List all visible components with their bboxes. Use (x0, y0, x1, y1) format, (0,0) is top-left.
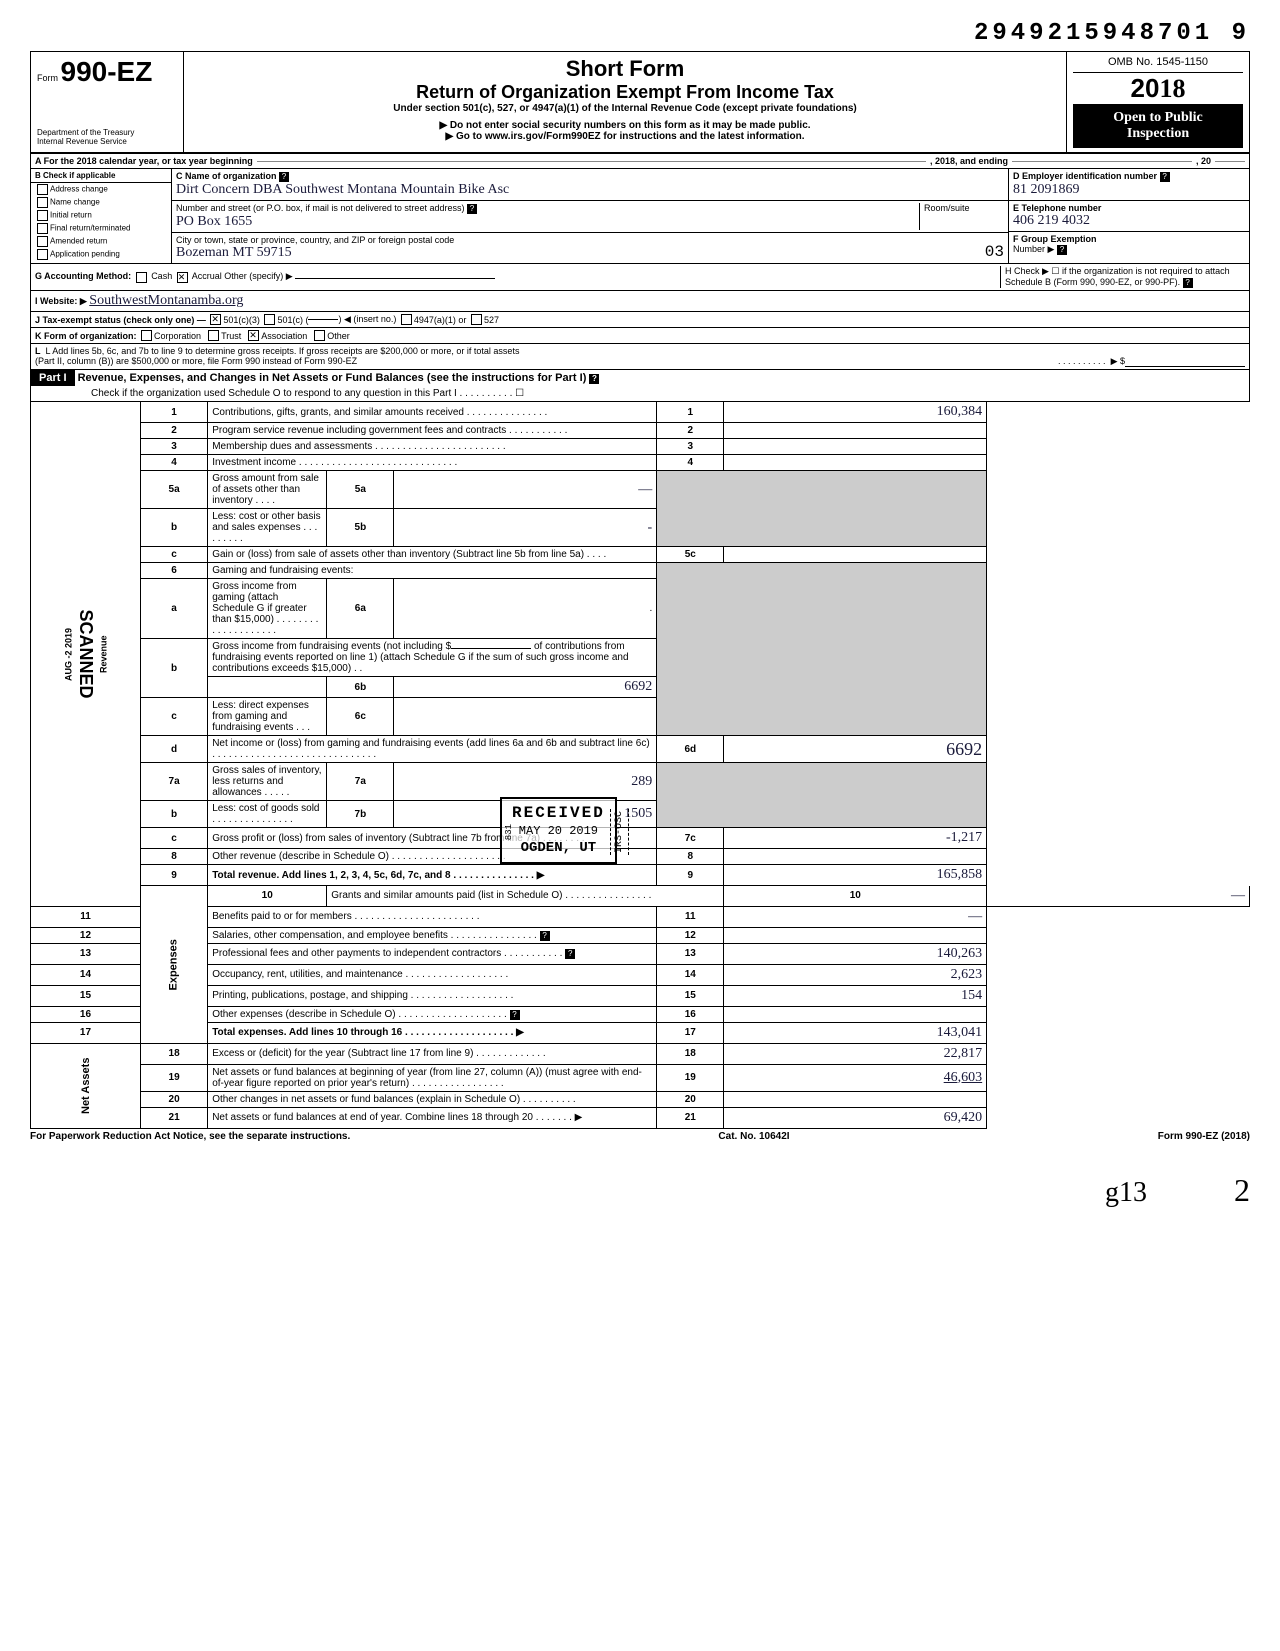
cb-4947[interactable] (401, 314, 412, 325)
line-7a-value: 289 (631, 774, 652, 790)
open-to-public-badge: Open to PublicInspection (1073, 104, 1243, 148)
line-11-value: — (968, 909, 982, 925)
help-icon[interactable]: ? (467, 204, 477, 214)
line-21-value: 69,420 (944, 1110, 983, 1126)
help-icon[interactable]: ? (565, 949, 575, 959)
dept-irs: Internal Revenue Service (37, 137, 127, 146)
line-19-value: 46,603 (944, 1070, 983, 1086)
street-label: Number and street (or P.O. box, if mail … (176, 203, 464, 213)
col-c-name-label: C Name of organization (176, 171, 277, 181)
line-6a-value: . (649, 603, 652, 614)
help-icon[interactable]: ? (279, 172, 289, 182)
city-label: City or town, state or province, country… (176, 235, 454, 245)
cb-association[interactable] (248, 330, 259, 341)
irs-osc-stamp: IRS-OSC (610, 809, 629, 855)
line-13-value: 140,263 (937, 946, 983, 962)
cb-527[interactable] (471, 314, 482, 325)
help-icon[interactable]: ? (510, 1010, 520, 1020)
revenue-side-label: Revenue (98, 405, 108, 905)
help-icon[interactable]: ? (1160, 172, 1170, 182)
cb-name-change[interactable]: Name change (31, 196, 171, 209)
under-section: Under section 501(c), 527, or 4947(a)(1)… (190, 103, 1060, 114)
line-1-value: 160,384 (937, 404, 983, 420)
line-5b-value: - (648, 520, 653, 536)
street-value: PO Box 1655 (176, 214, 252, 230)
help-icon[interactable]: ? (1057, 245, 1067, 255)
room-label: Room/suite (924, 203, 970, 213)
line-7c-value: -1,217 (946, 830, 982, 846)
received-stamp: RECEIVED 831MAY 20 2019 OGDEN, UT IRS-OS… (500, 797, 617, 864)
group-exemption-number-label: Number ▶ (1013, 244, 1054, 254)
footer: For Paperwork Reduction Act Notice, see … (30, 1129, 1250, 1142)
line-9-value: 165,858 (937, 867, 983, 883)
line-j: J Tax-exempt status (check only one) — 5… (30, 312, 1250, 328)
help-icon[interactable]: ? (589, 374, 599, 384)
line-6d-value: 6692 (946, 739, 982, 760)
line-k: K Form of organization: Corporation Trus… (30, 328, 1250, 344)
line-h: H Check ▶ ☐ if the organization is not r… (1005, 266, 1230, 287)
net-assets-side-label: Net Assets (31, 1043, 141, 1128)
cb-amended-return[interactable]: Amended return (31, 235, 171, 248)
org-name-value: Dirt Concern DBA Southwest Montana Mount… (176, 182, 509, 198)
line-5a-value: — (638, 482, 652, 498)
col-b-header: B Check if applicable (31, 169, 171, 183)
line-10-value: — (1231, 888, 1245, 904)
line-g-h: G Accounting Method: Cash Accrual Other … (30, 264, 1250, 291)
website-value: SouthwestMontanamba.org (89, 293, 1005, 309)
help-icon[interactable]: ? (540, 931, 550, 941)
lines-table: AUG -2 2019 SCANNED Revenue 1Contributio… (30, 402, 1250, 1129)
ein-label: D Employer identification number (1013, 171, 1157, 181)
cb-initial-return[interactable]: Initial return (31, 209, 171, 222)
return-title: Return of Organization Exempt From Incom… (190, 82, 1060, 103)
line-14-value: 2,623 (951, 967, 983, 983)
phone-label: E Telephone number (1013, 203, 1101, 213)
cb-address-change[interactable]: Address change (31, 183, 171, 196)
phone-value: 406 219 4032 (1013, 213, 1090, 229)
line-i: I Website: ▶ SouthwestMontanamba.org (30, 291, 1250, 312)
cb-final-return[interactable]: Final return/terminated (31, 222, 171, 235)
short-form-title: Short Form (190, 56, 1060, 82)
line-a: A For the 2018 calendar year, or tax yea… (30, 154, 1250, 169)
cb-501c3[interactable] (210, 314, 221, 325)
line-6b-value: 6692 (624, 679, 652, 695)
line-l: L L Add lines 5b, 6c, and 7b to line 9 t… (30, 344, 1250, 370)
cb-trust[interactable] (208, 330, 219, 341)
ein-value: 81 2091869 (1013, 182, 1080, 198)
cb-other[interactable] (314, 330, 325, 341)
part1-header: Part I Revenue, Expenses, and Changes in… (30, 370, 1250, 402)
form-header: Form 990-EZ Department of the Treasury I… (30, 51, 1250, 154)
help-icon[interactable]: ? (1183, 278, 1193, 288)
line-18-value: 22,817 (944, 1046, 983, 1062)
cb-corporation[interactable] (141, 330, 152, 341)
handwritten-initials: g13 2 (30, 1172, 1250, 1209)
info-block: B Check if applicable Address change Nam… (30, 169, 1250, 264)
cb-cash[interactable] (136, 272, 147, 283)
group-exemption-label: F Group Exemption (1013, 234, 1097, 244)
city-value: Bozeman MT 59715 (176, 245, 292, 261)
form-number: Form 990-EZ (37, 56, 177, 88)
tax-year: 2018 (1073, 73, 1243, 104)
cb-accrual[interactable] (177, 272, 188, 283)
scanned-stamp: SCANNED (73, 405, 98, 905)
dept-treasury: Department of the Treasury (37, 128, 134, 137)
cb-application-pending[interactable]: Application pending (31, 248, 171, 261)
line-17-value: 143,041 (937, 1025, 983, 1041)
city-badge: 03 (985, 243, 1004, 261)
instruction-goto-url: ▶ Go to www.irs.gov/Form990EZ for instru… (190, 131, 1060, 142)
expenses-side-label: Expenses (140, 886, 207, 1044)
cb-501c[interactable] (264, 314, 275, 325)
instruction-no-ssn: ▶ Do not enter social security numbers o… (190, 120, 1060, 131)
omb-number: OMB No. 1545-1150 (1073, 56, 1243, 73)
line-15-value: 154 (961, 988, 982, 1004)
aug-stamp: AUG -2 2019 (63, 405, 73, 905)
dln: 2949215948701 9 (30, 20, 1250, 47)
